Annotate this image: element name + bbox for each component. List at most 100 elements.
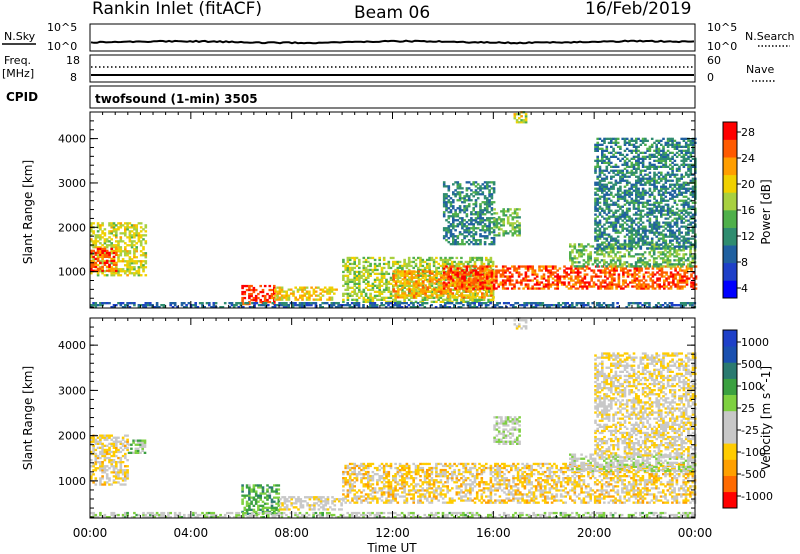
heatmap-cell	[628, 187, 631, 190]
heatmap-cell	[646, 263, 649, 266]
heatmap-cell	[319, 292, 322, 295]
heatmap-cell	[155, 302, 159, 305]
heatmap-cell	[506, 267, 509, 270]
heatmap-cell	[669, 223, 672, 226]
heatmap-cell	[367, 280, 370, 283]
heatmap-cell	[656, 271, 659, 274]
heatmap-cell	[376, 268, 379, 272]
heatmap-cell	[305, 286, 309, 289]
heatmap-cell	[502, 230, 505, 233]
heatmap-cell	[133, 262, 136, 265]
heatmap-cell	[614, 221, 618, 224]
heatmap-cell	[653, 223, 656, 226]
heatmap-cell	[610, 277, 614, 280]
heatmap-cell	[623, 203, 627, 206]
heatmap-cell	[385, 296, 388, 299]
heatmap-cell	[616, 235, 620, 238]
heatmap-cell	[653, 233, 656, 236]
heatmap-cell	[666, 255, 670, 258]
heatmap-cell	[441, 268, 445, 272]
heatmap-cell	[435, 272, 439, 275]
heatmap-cell	[108, 222, 111, 225]
heatmap-cell	[580, 255, 583, 258]
heatmap-cell	[376, 272, 379, 275]
heatmap-cell	[592, 281, 596, 284]
heatmap-cell	[110, 242, 113, 245]
heatmap-cell	[126, 262, 129, 265]
heatmap-cell	[326, 298, 329, 301]
heatmap-cell	[173, 302, 177, 305]
heatmap-cell	[634, 243, 638, 246]
heatmap-cell	[614, 231, 618, 234]
heatmap-cell	[582, 253, 586, 256]
heatmap-cell	[682, 213, 686, 216]
heatmap-cell	[640, 287, 643, 290]
heatmap-cell	[454, 273, 457, 276]
heatmap-cell	[664, 195, 668, 198]
heatmap-cell	[475, 294, 479, 297]
heatmap-cell	[142, 268, 145, 271]
heatmap-cell	[448, 258, 452, 262]
heatmap-cell	[621, 213, 624, 216]
heatmap-cell	[650, 191, 654, 194]
heatmap-cell	[684, 157, 688, 160]
heatmap-cell	[603, 137, 606, 140]
heatmap-cell	[610, 235, 613, 238]
heatmap-cell	[463, 271, 466, 274]
heatmap-cell	[456, 187, 460, 190]
heatmap-cell	[362, 278, 366, 281]
heatmap-cell	[612, 211, 615, 214]
heatmap-cell	[664, 161, 668, 164]
heatmap-cell	[476, 292, 479, 295]
heatmap-cell	[675, 163, 679, 166]
heatmap-cell	[633, 275, 637, 278]
heatmap-cell	[518, 224, 521, 227]
heatmap-cell	[522, 265, 525, 268]
heatmap-cell	[639, 191, 643, 194]
heatmap-cell	[655, 223, 658, 226]
heatmap-cell	[664, 223, 668, 226]
heatmap-cell	[353, 290, 356, 293]
heatmap-cell	[461, 217, 464, 220]
heatmap-cell	[259, 300, 262, 304]
heatmap-cell	[593, 259, 597, 262]
heatmap-cell	[678, 273, 682, 276]
heatmap-cell	[664, 143, 668, 146]
heatmap-cell	[364, 258, 368, 262]
heatmap-cell	[92, 269, 95, 272]
heatmap-cell	[554, 279, 557, 282]
heatmap-cell	[666, 223, 670, 226]
heatmap-cell	[596, 259, 599, 262]
heatmap-cell	[608, 275, 612, 278]
heatmap-cell	[362, 272, 366, 275]
heatmap-cell	[483, 276, 486, 279]
heatmap-cell	[603, 229, 606, 232]
heatmap-cell	[597, 275, 600, 278]
heatmap-cell	[641, 227, 645, 230]
heatmap-cell	[667, 277, 671, 280]
heatmap-cell	[481, 287, 485, 290]
heatmap-cell	[194, 302, 197, 305]
heatmap-cell	[601, 209, 604, 212]
heatmap-cell	[623, 163, 627, 166]
heatmap-cell	[490, 275, 494, 278]
heatmap-cell	[593, 251, 597, 254]
heatmap-cell	[392, 284, 396, 287]
heatmap-cell	[605, 201, 609, 204]
heatmap-cell	[373, 280, 377, 283]
heatmap-cell	[410, 288, 414, 291]
heatmap-cell	[629, 281, 632, 284]
heatmap-cell	[128, 236, 132, 239]
heatmap-cell	[638, 271, 641, 274]
heatmap-cell	[105, 251, 109, 254]
heatmap-cell	[96, 249, 100, 252]
heatmap-cell	[680, 149, 683, 152]
heatmap-cell	[583, 269, 587, 272]
heatmap-cell	[144, 256, 148, 259]
heatmap-cell	[691, 231, 695, 234]
heatmap-cell	[478, 300, 481, 303]
heatmap-cell	[364, 298, 368, 301]
heatmap-cell	[442, 203, 446, 206]
heatmap-cell	[671, 139, 674, 142]
heatmap-cell	[607, 203, 611, 206]
